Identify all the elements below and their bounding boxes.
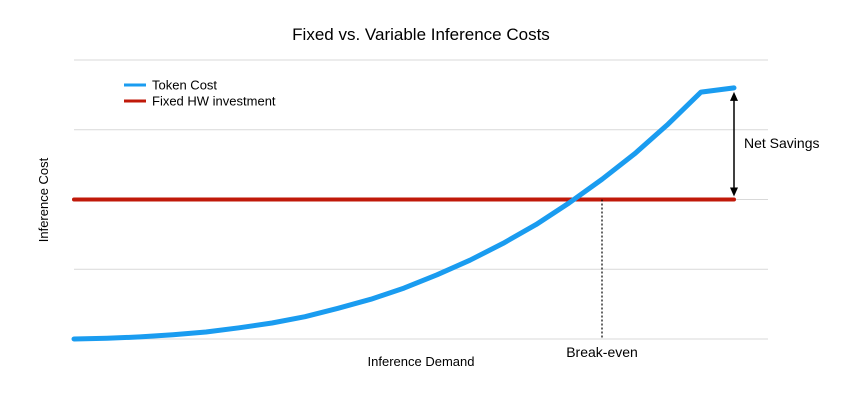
x-axis-label: Inference Demand (368, 354, 475, 369)
net-savings-arrowhead-up (730, 91, 738, 101)
legend: Token Cost Fixed HW investment (124, 78, 276, 109)
legend-label-fixed-hw: Fixed HW investment (152, 94, 276, 109)
series-layer (71, 85, 737, 342)
legend-label-token-cost: Token Cost (152, 78, 217, 93)
y-axis-label: Inference Cost (36, 157, 51, 242)
annotation-layer: Break-even Net Savings (566, 91, 819, 360)
break-even-label: Break-even (566, 344, 638, 360)
series-line-token-cost (71, 85, 737, 342)
net-savings-arrowhead-down (730, 187, 738, 197)
net-savings-label: Net Savings (744, 135, 819, 151)
chart-title: Fixed vs. Variable Inference Costs (292, 25, 550, 44)
